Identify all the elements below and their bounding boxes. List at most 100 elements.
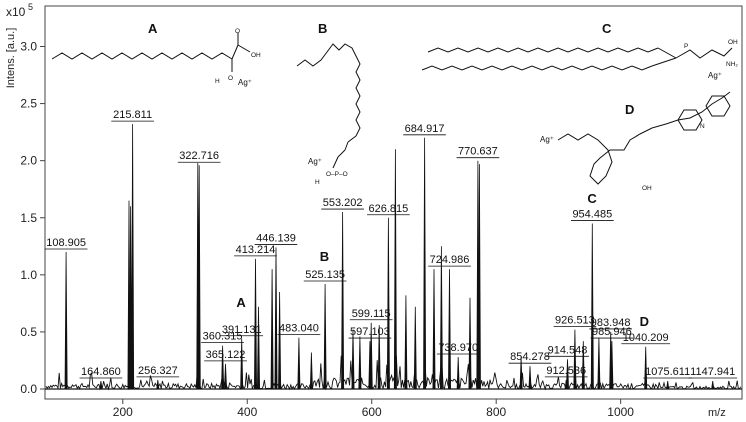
y-tick-label: 2.0 [20,154,37,168]
structure-d-ion: Ag⁺ [540,135,554,144]
structure-c-nh2: NH₂ [726,61,738,68]
structure-b-h: H [315,179,320,186]
y-tick-label: 1.0 [20,268,37,282]
spectrum-peaks [64,124,715,390]
plot-frame [44,5,743,400]
spectrum-peak [221,345,225,390]
baseline-trace [45,355,742,391]
structure-b-ion: Ag⁺ [308,157,322,166]
spectrum-peak [477,164,481,390]
spectrum-peak [610,341,614,390]
spectrum-peak [253,258,258,390]
spectrum-peak [590,223,594,390]
structure-a-letter: A [148,21,158,36]
structure-a: A O OH H O Ag⁺ [51,21,261,87]
peak-label: 724.986 [430,254,470,266]
spectrum-peak [413,306,417,390]
structure-d-n: N [700,123,705,130]
peak-label: 322.716 [179,150,219,162]
spectrum-peak [278,291,282,390]
x-tick-label: 800 [486,405,506,419]
spectrum-peak [156,379,160,390]
peak-label: 215.811 [113,109,152,121]
spectrum-peak [468,297,472,390]
y-tick-label: 1.5 [20,211,37,225]
structure-a-oh: OH [251,52,261,59]
peak-label: 597.103 [350,326,390,338]
spectrum-peak [129,206,133,390]
x-axis-label: m/z [708,407,726,419]
spectrum-peak [666,380,670,390]
spectrum-peak [240,338,244,390]
spectrum-peak [393,149,397,390]
y-tick-label: 0.0 [20,382,37,396]
spectrum-peak [99,380,103,390]
structure-b-tail [296,43,361,137]
x-tick-label: 600 [362,405,382,419]
spectrum-peak [519,356,523,390]
peak-annotation: C [587,191,597,206]
peak-label: 483.040 [279,323,319,335]
structure-c-oh: OH [728,39,738,46]
structure-a-o-top: O [235,28,240,35]
spectrum-peak [369,322,373,390]
peak-label: 108.905 [46,237,86,249]
structure-a-o-low: O [228,75,233,82]
y-multiplier-exponent: 5 [28,2,33,12]
structure-c-chain-2 [421,65,653,71]
spectrum-peak [404,295,408,390]
peak-label: 738.970 [438,342,478,354]
spectrum-peak [573,329,577,390]
peak-label: 599.115 [352,308,391,320]
structure-d-skeleton [557,91,731,185]
peak-label: 391.131 [222,324,262,336]
spectrum-peak [274,247,278,390]
spectrum-peak [256,306,261,390]
structure-c: C P OH NH₂ Ag⁺ [421,21,738,80]
structure-b-letter: B [318,21,327,36]
spectrum-peak [711,380,715,390]
spectrum-peak [456,356,460,390]
spectrum-peak [565,359,570,390]
spectrum-baseline [45,355,742,391]
spectrum-peak [223,363,228,390]
peak-label: 684.917 [405,123,445,135]
spectrum-peak [351,329,355,390]
y-multiplier-label: x10 [6,5,26,19]
spectrum-peak [644,346,648,390]
peak-label: 553.202 [323,197,363,209]
spectrum-peak [423,137,427,390]
peak-label: 1147.941 [690,366,735,378]
spectrum-peak [309,352,313,390]
spectrum-peak [64,251,68,390]
spectrum-peak [432,269,436,390]
structure-c-chain-1 [427,47,659,53]
peak-label: 854.278 [510,351,550,363]
peak-label: 1075.611 [645,366,690,378]
peak-label: 1040.209 [623,332,669,344]
peak-label: 164.860 [81,366,121,378]
peak-label: 360.315 [203,331,243,343]
peak-label: 413.214 [236,244,276,256]
y-tick-label: 0.5 [20,325,37,339]
peak-label: 983.948 [591,317,631,329]
structure-d: D Ag⁺ OH N [540,91,731,192]
peak-label: 912.536 [546,365,586,377]
spectrum-peak [131,124,135,390]
spectrum-peak [341,211,345,390]
structure-d-oh: OH [642,185,652,192]
peak-label: 446.139 [256,232,296,244]
peak-annotations: A B C D [236,191,649,329]
structure-c-o: P [684,43,688,50]
y-tick-label: 3.0 [20,40,37,54]
structure-a-h: H [215,78,220,85]
spectrum-peak [439,246,443,390]
peak-label: 770.637 [458,146,498,158]
spectrum-peak [323,283,327,390]
structure-b-phosphate: O–P–O [326,171,348,178]
peak-label: 914.548 [548,344,588,356]
spectrum-peak [386,217,390,390]
x-tick-label: 200 [113,405,133,419]
structure-a-ion: Ag⁺ [238,78,252,87]
